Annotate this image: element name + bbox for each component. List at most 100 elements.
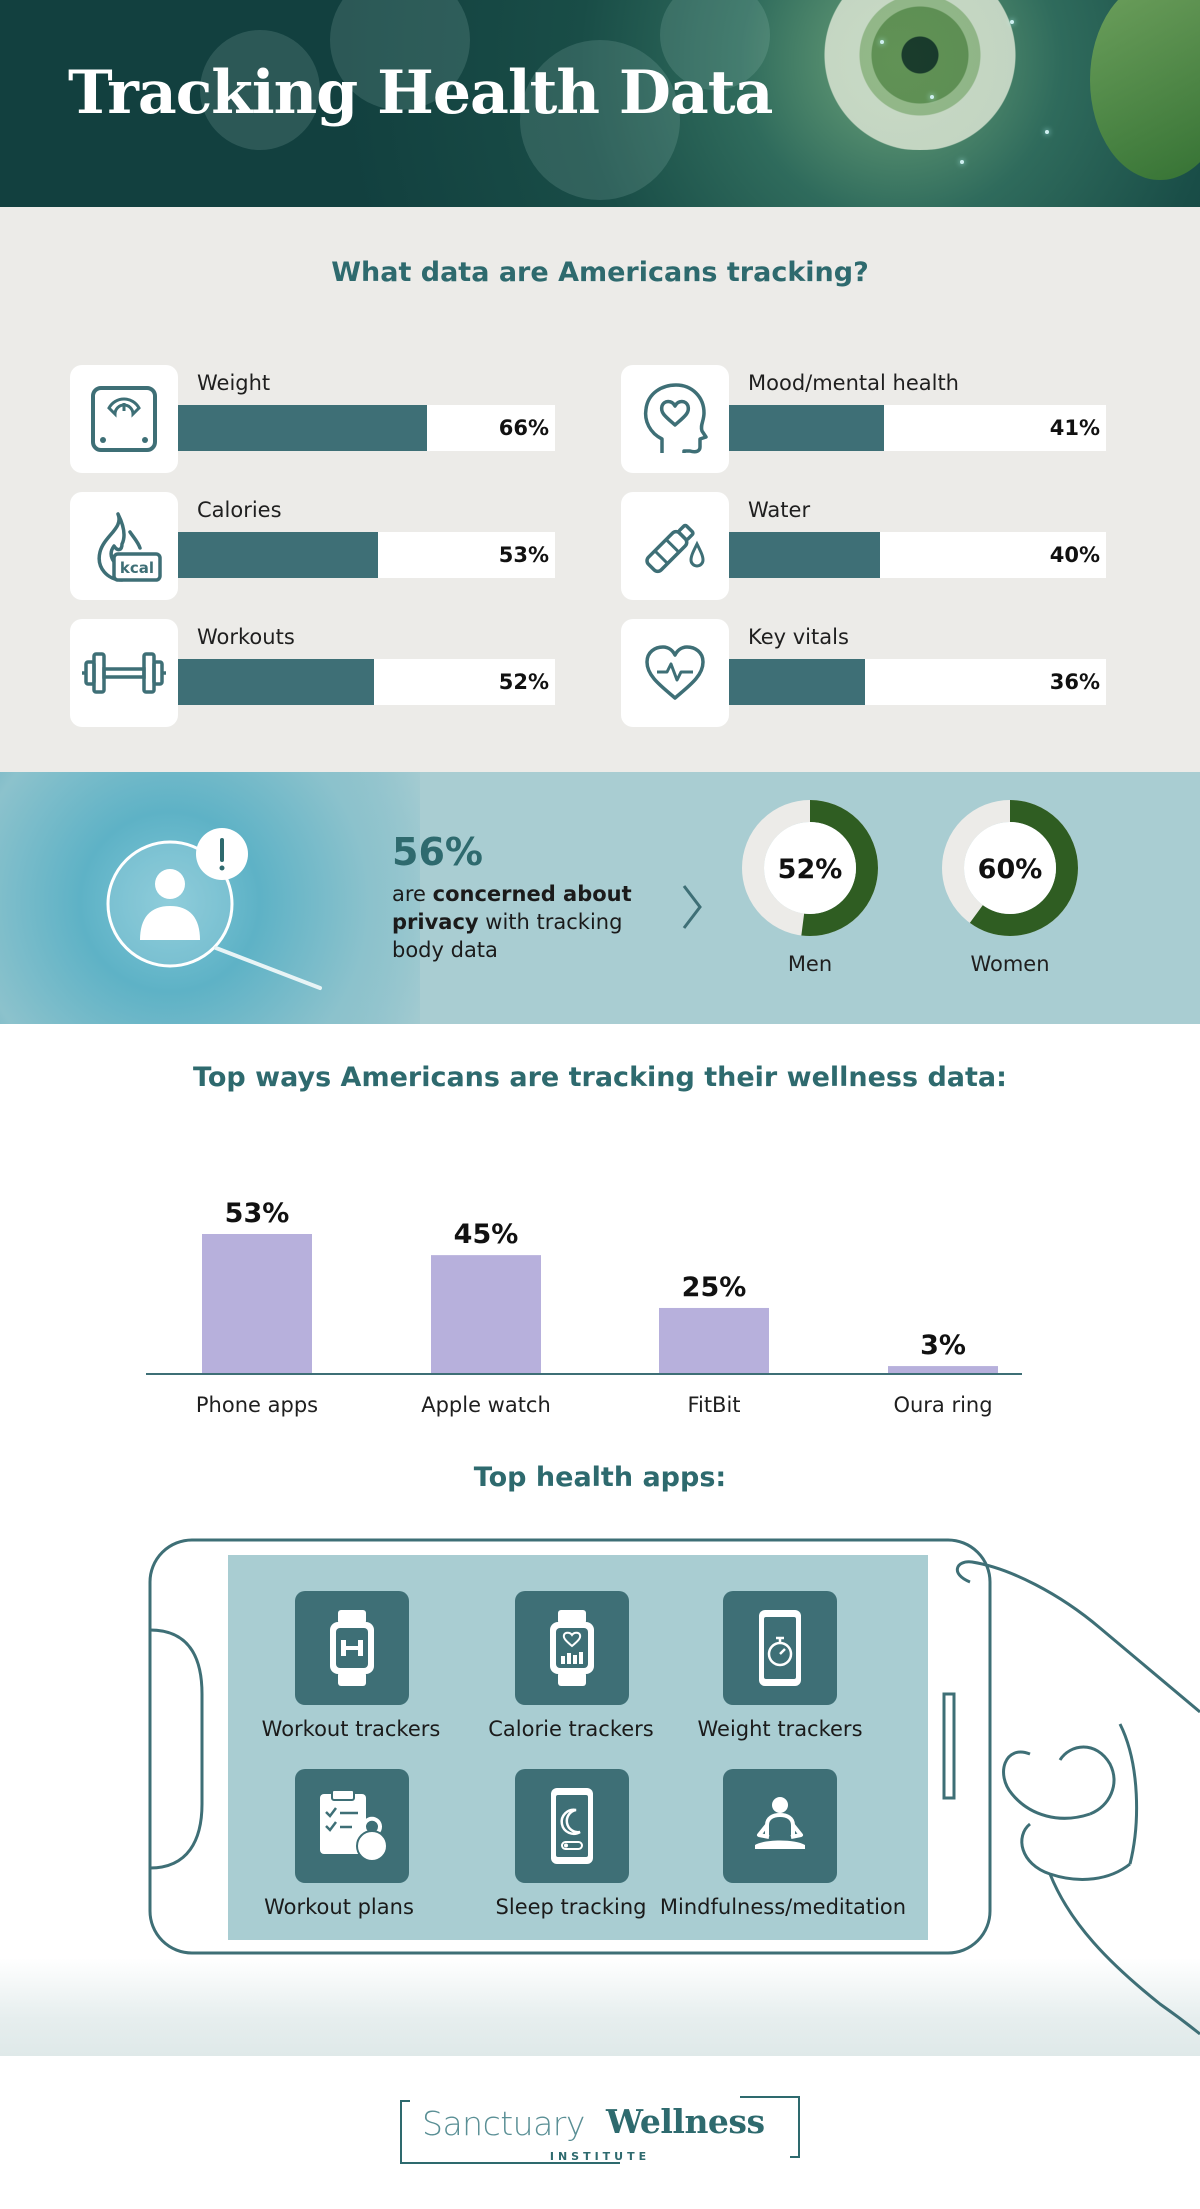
app-label: Weight trackers — [697, 1717, 863, 1741]
bar-category-label: Apple watch — [421, 1393, 551, 1417]
hero-bokeh — [200, 30, 320, 150]
bar-phone-apps — [202, 1234, 312, 1374]
bar-value-label: 45% — [454, 1219, 519, 1250]
app-tile-weight-trackers — [723, 1591, 837, 1705]
metric-water: Water 40% — [621, 492, 1106, 600]
heartbeat-icon — [645, 645, 705, 700]
dumbbell-icon — [82, 652, 166, 694]
tracking-title: What data are Americans tracking? — [331, 257, 869, 288]
bar-value-label: 25% — [682, 1272, 747, 1303]
hero-dot — [880, 40, 884, 44]
smartwatch-heart-icon — [550, 1610, 594, 1686]
metric-bar-fill — [178, 659, 375, 705]
app-label: Mindfulness/meditation — [659, 1895, 907, 1919]
logo-frame — [400, 2100, 410, 2162]
metric-mood: Mood/mental health 41% — [621, 365, 1106, 473]
metric-bar-fill — [729, 532, 880, 578]
bar-chart: 53% Phone apps 45% Apple watch 25% FitBit 3% Ou… — [146, 1198, 1022, 1417]
donut-value-women: 60% — [978, 854, 1043, 885]
metric-label: Weight — [197, 371, 271, 395]
privacy-text-after: with tracking body data — [392, 910, 623, 962]
hero-banner: Tracking Health Data — [0, 0, 1200, 207]
bar-value-label: 53% — [225, 1198, 290, 1229]
metric-value: 36% — [1049, 670, 1100, 694]
donut-men: 52% — [742, 800, 878, 936]
bar-oura-ring — [888, 1366, 998, 1374]
metric-bar-track: 52% — [178, 659, 555, 705]
phone-screen: Workout trackers Calorie trackers — [228, 1555, 928, 1940]
tracking-section: What data are Americans tracking? Weight… — [0, 207, 1200, 772]
donut-label-men: Men — [787, 952, 833, 976]
logo-frame — [790, 2096, 800, 2158]
privacy-text-before: are — [392, 882, 433, 906]
metric-value: 52% — [498, 670, 549, 694]
phone-moon-icon — [551, 1788, 593, 1864]
metric-bar-track: 40% — [729, 532, 1106, 578]
sanctuary-wellness-logo[interactable]: Sanctuary Wellness INSTITUTE — [400, 2096, 800, 2166]
metric-bar-track: 66% — [178, 405, 555, 451]
app-label: Sleep tracking — [495, 1895, 647, 1919]
head-heart-icon — [643, 383, 708, 454]
privacy-percent: 56% — [392, 830, 483, 874]
bar-value-label: 3% — [920, 1330, 966, 1361]
bar-category-label: FitBit — [687, 1393, 740, 1417]
clipboard-kettlebell-icon — [320, 1789, 388, 1862]
hero-dot — [930, 95, 934, 99]
hero-dot — [960, 160, 964, 164]
privacy-photo — [0, 772, 420, 1024]
phone-stopwatch-icon — [759, 1610, 801, 1686]
phone-hand-illustration — [148, 1538, 1200, 2036]
hero-dot — [1045, 130, 1049, 134]
metric-label: Calories — [197, 498, 282, 522]
app-tile-workout-plans — [295, 1769, 409, 1883]
privacy-text-bold: concerned about privacy — [392, 882, 632, 934]
hero-bokeh — [330, 0, 470, 110]
app-tile-calorie-trackers — [515, 1591, 629, 1705]
metric-bar-track: 41% — [729, 405, 1106, 451]
page-title: Tracking Health Data — [68, 58, 773, 128]
kcal-icon-text: kcal — [120, 559, 154, 577]
scale-icon — [91, 386, 157, 452]
metric-label: Key vitals — [748, 625, 849, 649]
bar-apple-watch — [431, 1255, 541, 1374]
leaf-image — [1090, 0, 1200, 180]
bar-category-label: Phone apps — [196, 1393, 318, 1417]
footer: Sanctuary Wellness INSTITUTE — [0, 2056, 1200, 2209]
bar-category-label: Oura ring — [893, 1393, 992, 1417]
logo-frame — [740, 2096, 800, 2098]
smartwatch-dumbbell-icon — [330, 1610, 374, 1686]
metric-icon-box — [621, 365, 729, 473]
chevron-right-icon — [682, 885, 702, 929]
metric-value: 53% — [498, 543, 549, 567]
metric-icon-box — [621, 619, 729, 727]
metric-bar-fill — [729, 659, 865, 705]
metric-value: 41% — [1049, 416, 1100, 440]
metric-value: 40% — [1049, 543, 1100, 567]
metric-icon-box: kcal — [70, 492, 178, 600]
meditation-icon — [755, 1797, 805, 1849]
metric-icon-box — [70, 619, 178, 727]
metric-label: Water — [748, 498, 811, 522]
water-bottle-icon — [645, 523, 705, 574]
donut-value-men: 52% — [778, 854, 843, 885]
donut-ring-women — [942, 800, 1078, 936]
privacy-text: are concerned about privacy with trackin… — [392, 880, 632, 964]
app-tile-workout-trackers — [295, 1591, 409, 1705]
donut-ring-men — [742, 800, 878, 936]
metric-bar-fill — [178, 532, 378, 578]
chart-title: Top ways Americans are tracking their we… — [193, 1062, 1007, 1093]
apps-section: Top health apps: Workout trackers — [0, 1444, 1200, 2056]
magnifier-person-icon — [106, 828, 322, 990]
privacy-section: 56% are concerned about privacy with tra… — [0, 772, 1200, 1024]
metric-label: Mood/mental health — [748, 371, 959, 395]
bar-fitbit — [659, 1307, 769, 1374]
app-tile-mindfulness — [723, 1769, 837, 1883]
metric-key-vitals: Key vitals 36% — [621, 619, 1106, 727]
metric-bar-fill — [729, 405, 884, 451]
app-label: Calorie trackers — [488, 1717, 654, 1741]
app-label: Workout plans — [264, 1895, 414, 1919]
app-tile-sleep-tracking — [515, 1769, 629, 1883]
wellness-chart-section: Top ways Americans are tracking their we… — [0, 1024, 1200, 1444]
metric-bar-track: 36% — [729, 659, 1106, 705]
donut-label-women: Women — [970, 952, 1050, 976]
